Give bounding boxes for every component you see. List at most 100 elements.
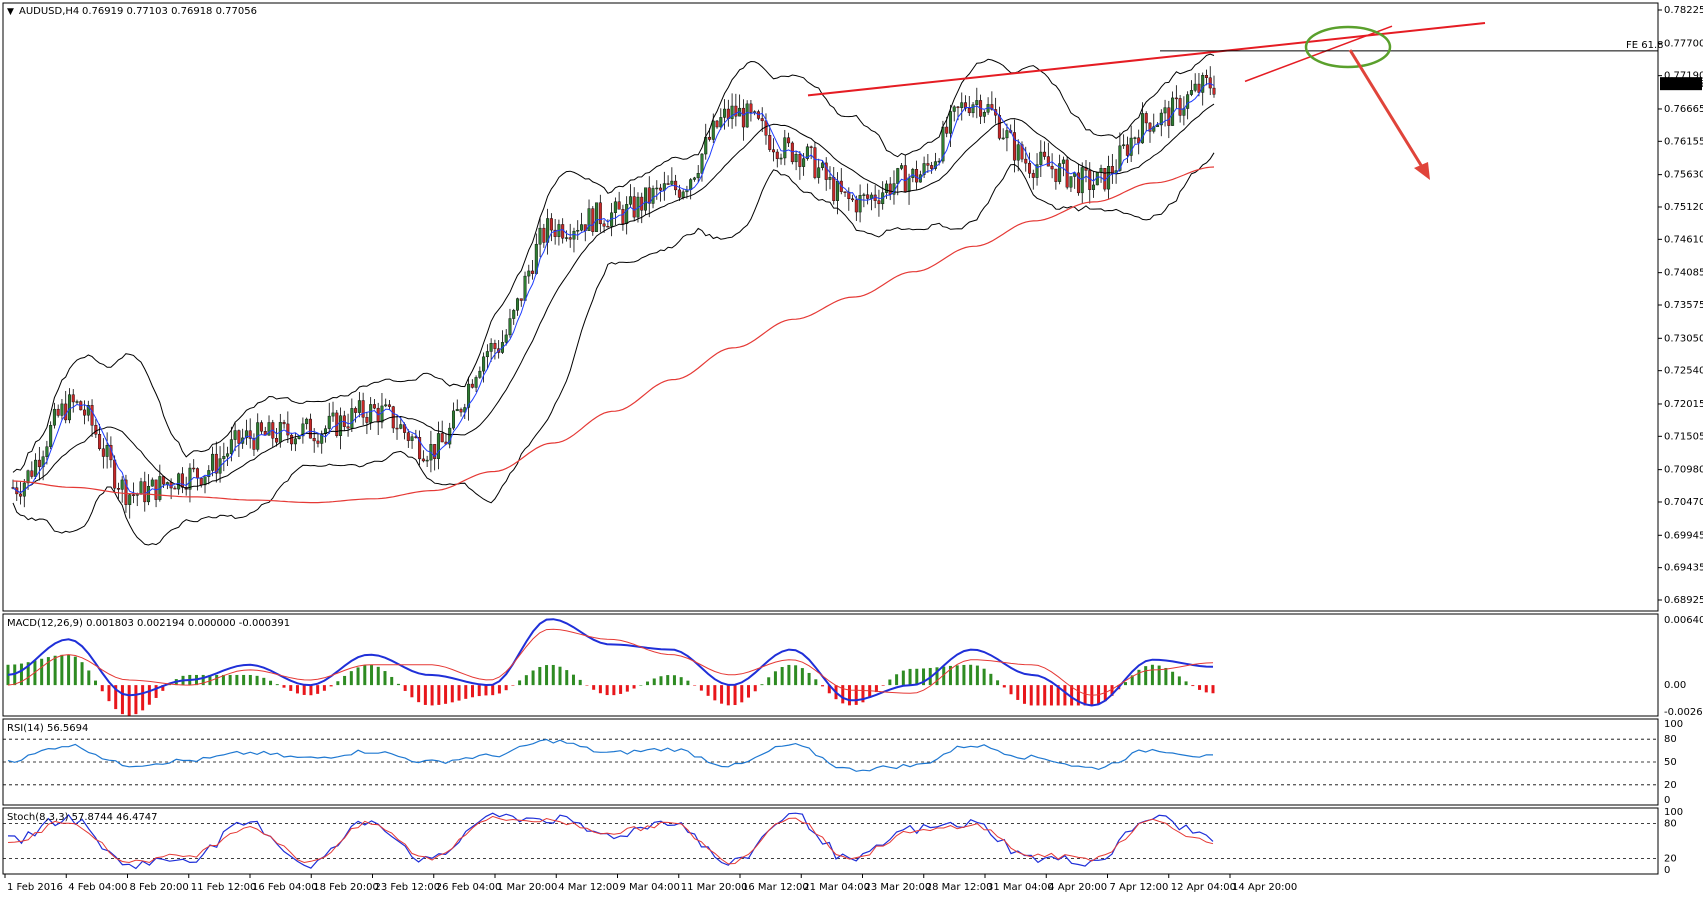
macd-histogram-bar	[457, 685, 461, 701]
candle-body	[598, 202, 602, 225]
macd-histogram-bar	[316, 685, 320, 694]
candle-body	[440, 433, 444, 443]
ma200-line	[12, 166, 1215, 504]
time-tick-label: 23 Mar 20:00	[865, 882, 932, 893]
candle-body	[222, 456, 226, 459]
candle-body	[421, 458, 425, 462]
candle-body	[900, 165, 904, 169]
candle-body	[128, 494, 132, 505]
macd-histogram-bar	[450, 685, 454, 703]
macd-histogram-bar	[295, 685, 299, 694]
candle-body	[564, 237, 568, 239]
macd-histogram-bar	[841, 685, 845, 704]
macd-label: MACD(12,26,9) 0.001803 0.002194 0.000000…	[7, 618, 290, 629]
candle-body	[621, 209, 625, 224]
macd-histogram-bar	[1191, 685, 1195, 687]
rsi-tick-label: 80	[1664, 734, 1677, 745]
macd-histogram-bar	[215, 674, 219, 686]
time-tick-label: 26 Feb 04:00	[436, 882, 502, 893]
macd-histogram-bar	[470, 685, 474, 698]
candle-body	[779, 157, 783, 160]
candle-body	[1061, 159, 1065, 164]
candle-body	[1148, 122, 1152, 132]
macd-histogram-bar	[989, 673, 993, 686]
rsi-label: RSI(14) 56.5694	[7, 723, 88, 734]
candle-body	[877, 200, 881, 205]
candle-body	[105, 445, 109, 457]
macd-histogram-bar	[370, 664, 374, 686]
candle-body	[1076, 172, 1080, 194]
candle-body	[847, 191, 851, 200]
candle-body	[372, 404, 376, 409]
macd-histogram-bar	[612, 685, 616, 696]
candle-body	[451, 410, 455, 429]
macd-histogram-bar	[1184, 681, 1188, 686]
candle-body	[135, 494, 139, 496]
time-tick-label: 8 Feb 20:00	[130, 882, 189, 893]
candle-body	[689, 179, 693, 190]
candle-body	[772, 149, 776, 153]
candle-body	[1167, 107, 1171, 126]
candle-body	[259, 422, 263, 432]
candle-body	[719, 117, 723, 128]
candle-body	[628, 196, 632, 205]
macd-histogram-bar	[1204, 685, 1208, 693]
candle-body	[553, 229, 557, 237]
candle-body	[83, 409, 87, 416]
candle-body	[700, 153, 704, 174]
stoch-signal-line	[7, 815, 1214, 865]
macd-histogram-bar	[242, 674, 246, 686]
macd-histogram-bar	[1009, 685, 1013, 695]
candle-body	[1212, 87, 1216, 95]
macd-histogram-bar	[282, 685, 286, 688]
macd-histogram-bar	[1171, 671, 1175, 686]
symbol-menu-icon[interactable]: ▼	[7, 7, 14, 17]
macd-histogram-bar	[154, 685, 158, 698]
macd-histogram-bar	[868, 685, 872, 698]
candle-body	[1118, 145, 1122, 171]
rsi-line	[7, 738, 1214, 772]
macd-histogram-bar	[343, 675, 347, 686]
macd-histogram-bar	[915, 668, 919, 686]
macd-histogram-bar	[1070, 685, 1074, 706]
candle-body	[858, 195, 862, 213]
price-tick-label: 0.71505	[1664, 431, 1703, 442]
macd-histogram-bar	[652, 678, 656, 686]
rsi-tick-label: 100	[1664, 719, 1683, 730]
candle-body	[538, 227, 542, 245]
candle-body	[1144, 113, 1148, 124]
arrow-head-icon	[1414, 162, 1430, 180]
macd-histogram-bar	[760, 684, 764, 686]
candle-body	[587, 208, 591, 232]
candle-body	[515, 298, 519, 311]
candle-body	[523, 275, 527, 301]
candle-body	[775, 151, 779, 159]
macd-histogram-bar	[376, 666, 380, 686]
candle-body	[670, 180, 674, 185]
candle-body	[644, 187, 648, 211]
price-tick-label: 0.77190	[1664, 71, 1703, 82]
time-tick-label: 4 Mar 12:00	[558, 882, 618, 893]
candle-body	[692, 177, 696, 180]
candle-body	[504, 334, 508, 343]
macd-histogram-bar	[484, 685, 488, 696]
price-tick-label: 0.69945	[1664, 530, 1703, 541]
candle-body	[1001, 137, 1005, 140]
candle-body	[613, 201, 617, 214]
macd-histogram-bar	[1056, 685, 1060, 706]
candle-body	[854, 199, 858, 213]
candle-body	[527, 270, 531, 277]
candle-body	[1058, 163, 1062, 182]
candle-body	[316, 440, 320, 444]
candle-body	[1193, 83, 1197, 91]
candle-body	[866, 194, 870, 199]
stoch-main-line	[7, 812, 1214, 870]
candle-body	[948, 111, 952, 134]
candle-body	[180, 473, 184, 488]
candle-body	[75, 401, 79, 403]
price-tick-label: 0.72540	[1664, 366, 1703, 377]
macd-histogram-bar	[356, 667, 360, 686]
macd-histogram-bar	[390, 676, 394, 686]
